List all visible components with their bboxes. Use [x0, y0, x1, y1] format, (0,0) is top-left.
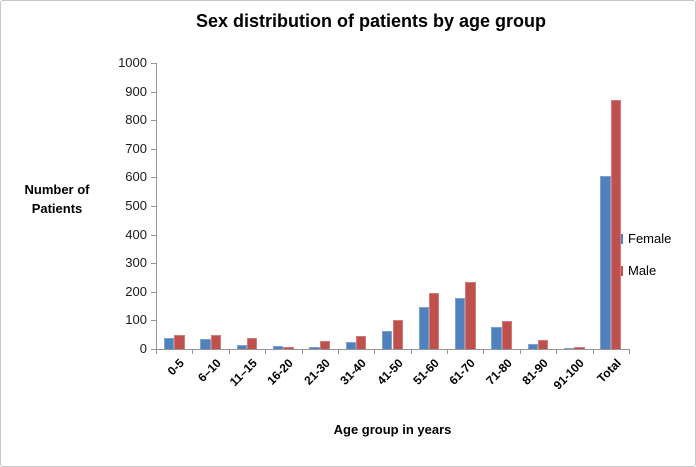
x-tick-mark	[265, 349, 267, 354]
legend-item-female: Female	[613, 231, 693, 246]
bar-male-91-100	[574, 346, 585, 349]
y-tick-label: 0	[139, 341, 147, 356]
y-tick-label: 300	[125, 255, 147, 271]
y-tick-mark	[151, 291, 156, 293]
bar-male-6–10	[210, 335, 221, 349]
x-axis-line	[156, 349, 629, 350]
y-tick-mark	[151, 148, 156, 150]
y-tick-mark	[151, 206, 156, 207]
y-tick-label: 200	[125, 283, 147, 299]
bar-female-91-100	[564, 348, 575, 349]
y-tick-mark	[151, 63, 156, 64]
x-axis-title: Age group in years	[333, 422, 452, 437]
bar-male-41-50	[392, 320, 403, 349]
y-tick-label: 500	[125, 198, 147, 213]
legend-label-male: Male	[628, 263, 657, 278]
x-tick-mark	[228, 349, 230, 354]
y-tick-mark	[151, 91, 156, 93]
y-tick-label: 1000	[118, 55, 147, 70]
x-tick-mark	[301, 349, 303, 354]
legend-label-female: Female	[628, 231, 672, 246]
bar-female-81-90	[527, 344, 539, 349]
y-tick-label: 800	[125, 112, 147, 128]
x-tick-mark	[592, 349, 594, 354]
x-tick-mark	[192, 349, 194, 354]
bar-female-0-5	[163, 337, 175, 349]
bar-male-21-30	[319, 340, 331, 349]
bar-male-71-80	[501, 321, 512, 349]
bar-female-11–15	[236, 344, 247, 349]
y-tick-label: 400	[125, 226, 147, 242]
bar-male-Total	[610, 100, 622, 349]
legend: Female Male	[613, 231, 693, 295]
bar-female-71-80	[491, 326, 502, 349]
y-tick-label: 600	[125, 169, 147, 185]
bar-female-Total	[600, 175, 611, 349]
x-tick-mark	[374, 349, 376, 354]
bar-female-21-30	[309, 346, 320, 349]
y-tick-label: 100	[125, 312, 147, 328]
y-tick-label: 900	[125, 83, 147, 99]
x-tick-mark	[629, 349, 630, 354]
y-axis-line	[156, 63, 157, 350]
x-tick-mark	[483, 349, 485, 354]
y-tick-mark	[151, 120, 156, 122]
x-tick-mark	[556, 349, 558, 354]
bar-female-61-70	[454, 297, 466, 349]
y-axis-title: Number of Patients	[24, 182, 90, 216]
chart-title: Sex distribution of patients by age grou…	[195, 11, 547, 31]
bar-male-81-90	[538, 339, 549, 349]
legend-item-male: Male	[613, 263, 693, 278]
y-tick-mark	[151, 177, 156, 179]
bar-male-0-5	[174, 334, 185, 349]
y-tick-mark	[151, 349, 156, 350]
bar-male-31-40	[356, 336, 367, 349]
bar-female-16-20	[272, 346, 284, 349]
bar-female-51-60	[418, 306, 429, 349]
x-tick-mark	[410, 349, 412, 354]
x-tick-mark	[337, 349, 339, 354]
bar-female-6–10	[200, 338, 211, 349]
bar-male-16-20	[283, 347, 294, 349]
bar-male-51-60	[428, 292, 440, 349]
bar-female-31-40	[345, 342, 357, 349]
y-tick-label: 700	[125, 140, 147, 156]
y-tick-mark	[151, 320, 156, 322]
bar-male-61-70	[465, 282, 476, 349]
bar-female-41-50	[382, 331, 393, 349]
x-tick-mark	[447, 349, 449, 354]
x-tick-mark	[519, 349, 521, 354]
y-tick-mark	[151, 234, 156, 236]
x-tick-mark	[156, 349, 157, 354]
bar-male-11–15	[246, 338, 258, 349]
y-tick-mark	[151, 263, 156, 265]
